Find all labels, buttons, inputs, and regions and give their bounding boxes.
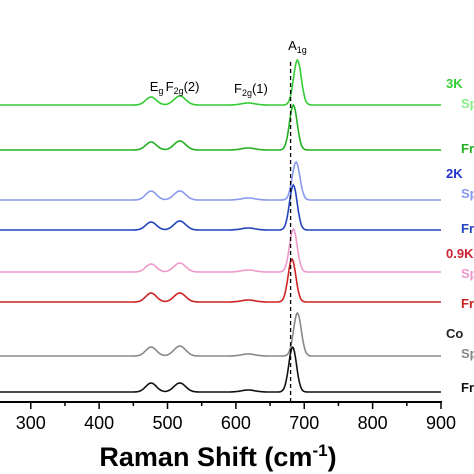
series-label-8: Fr [461,296,474,311]
x-tick-label: 900 [426,413,456,433]
series-label-9: Co [446,326,463,341]
series-label-0: 3K [446,76,463,91]
peak-label-0: Eg [150,79,164,96]
series-label-4: Sp [461,186,474,201]
spectrum-trace-11 [0,346,441,393]
spectra-traces [0,58,441,393]
series-label-7: Sp [461,266,474,281]
series-label-11: Fr [461,380,474,395]
x-axis-ticks: 300 400 500 600 700 800 900 [16,402,456,433]
series-label-2: Fr [461,141,474,156]
series-label-10: Sp [461,346,474,361]
x-tick-label: 800 [358,413,388,433]
x-tick-label: 400 [84,413,114,433]
peak-label-3: A1g [288,38,307,55]
peak-labels: Eg F2g(2) F2g(1) A1g [150,38,307,98]
peak-label-1: F2g(2) [166,79,200,96]
series-label-5: Fr [461,221,474,236]
x-tick-label: 500 [152,413,182,433]
series-label-6: 0.9K [446,246,474,261]
series-label-1: Sp [461,96,474,111]
spectrum-trace-5 [0,183,441,231]
spectrum-trace-0 [0,58,441,106]
x-tick-label: 700 [289,413,319,433]
spectrum-trace-7 [0,227,441,273]
x-tick-label: 600 [221,413,251,433]
series-labels: 3K Sp Fr 2K Sp Fr 0.9K Sp Fr Co Sp Fr [446,76,474,395]
spectrum-trace-10 [0,311,441,357]
x-tick-label: 300 [16,413,46,433]
peak-label-2: F2g(1) [234,81,268,98]
spectrum-trace-8 [0,258,441,303]
spectrum-trace-4 [0,161,441,201]
x-axis-title: Raman Shift (cm-1) [99,441,336,472]
spectrum-trace-2 [0,103,441,151]
series-label-3: 2K [446,166,463,181]
